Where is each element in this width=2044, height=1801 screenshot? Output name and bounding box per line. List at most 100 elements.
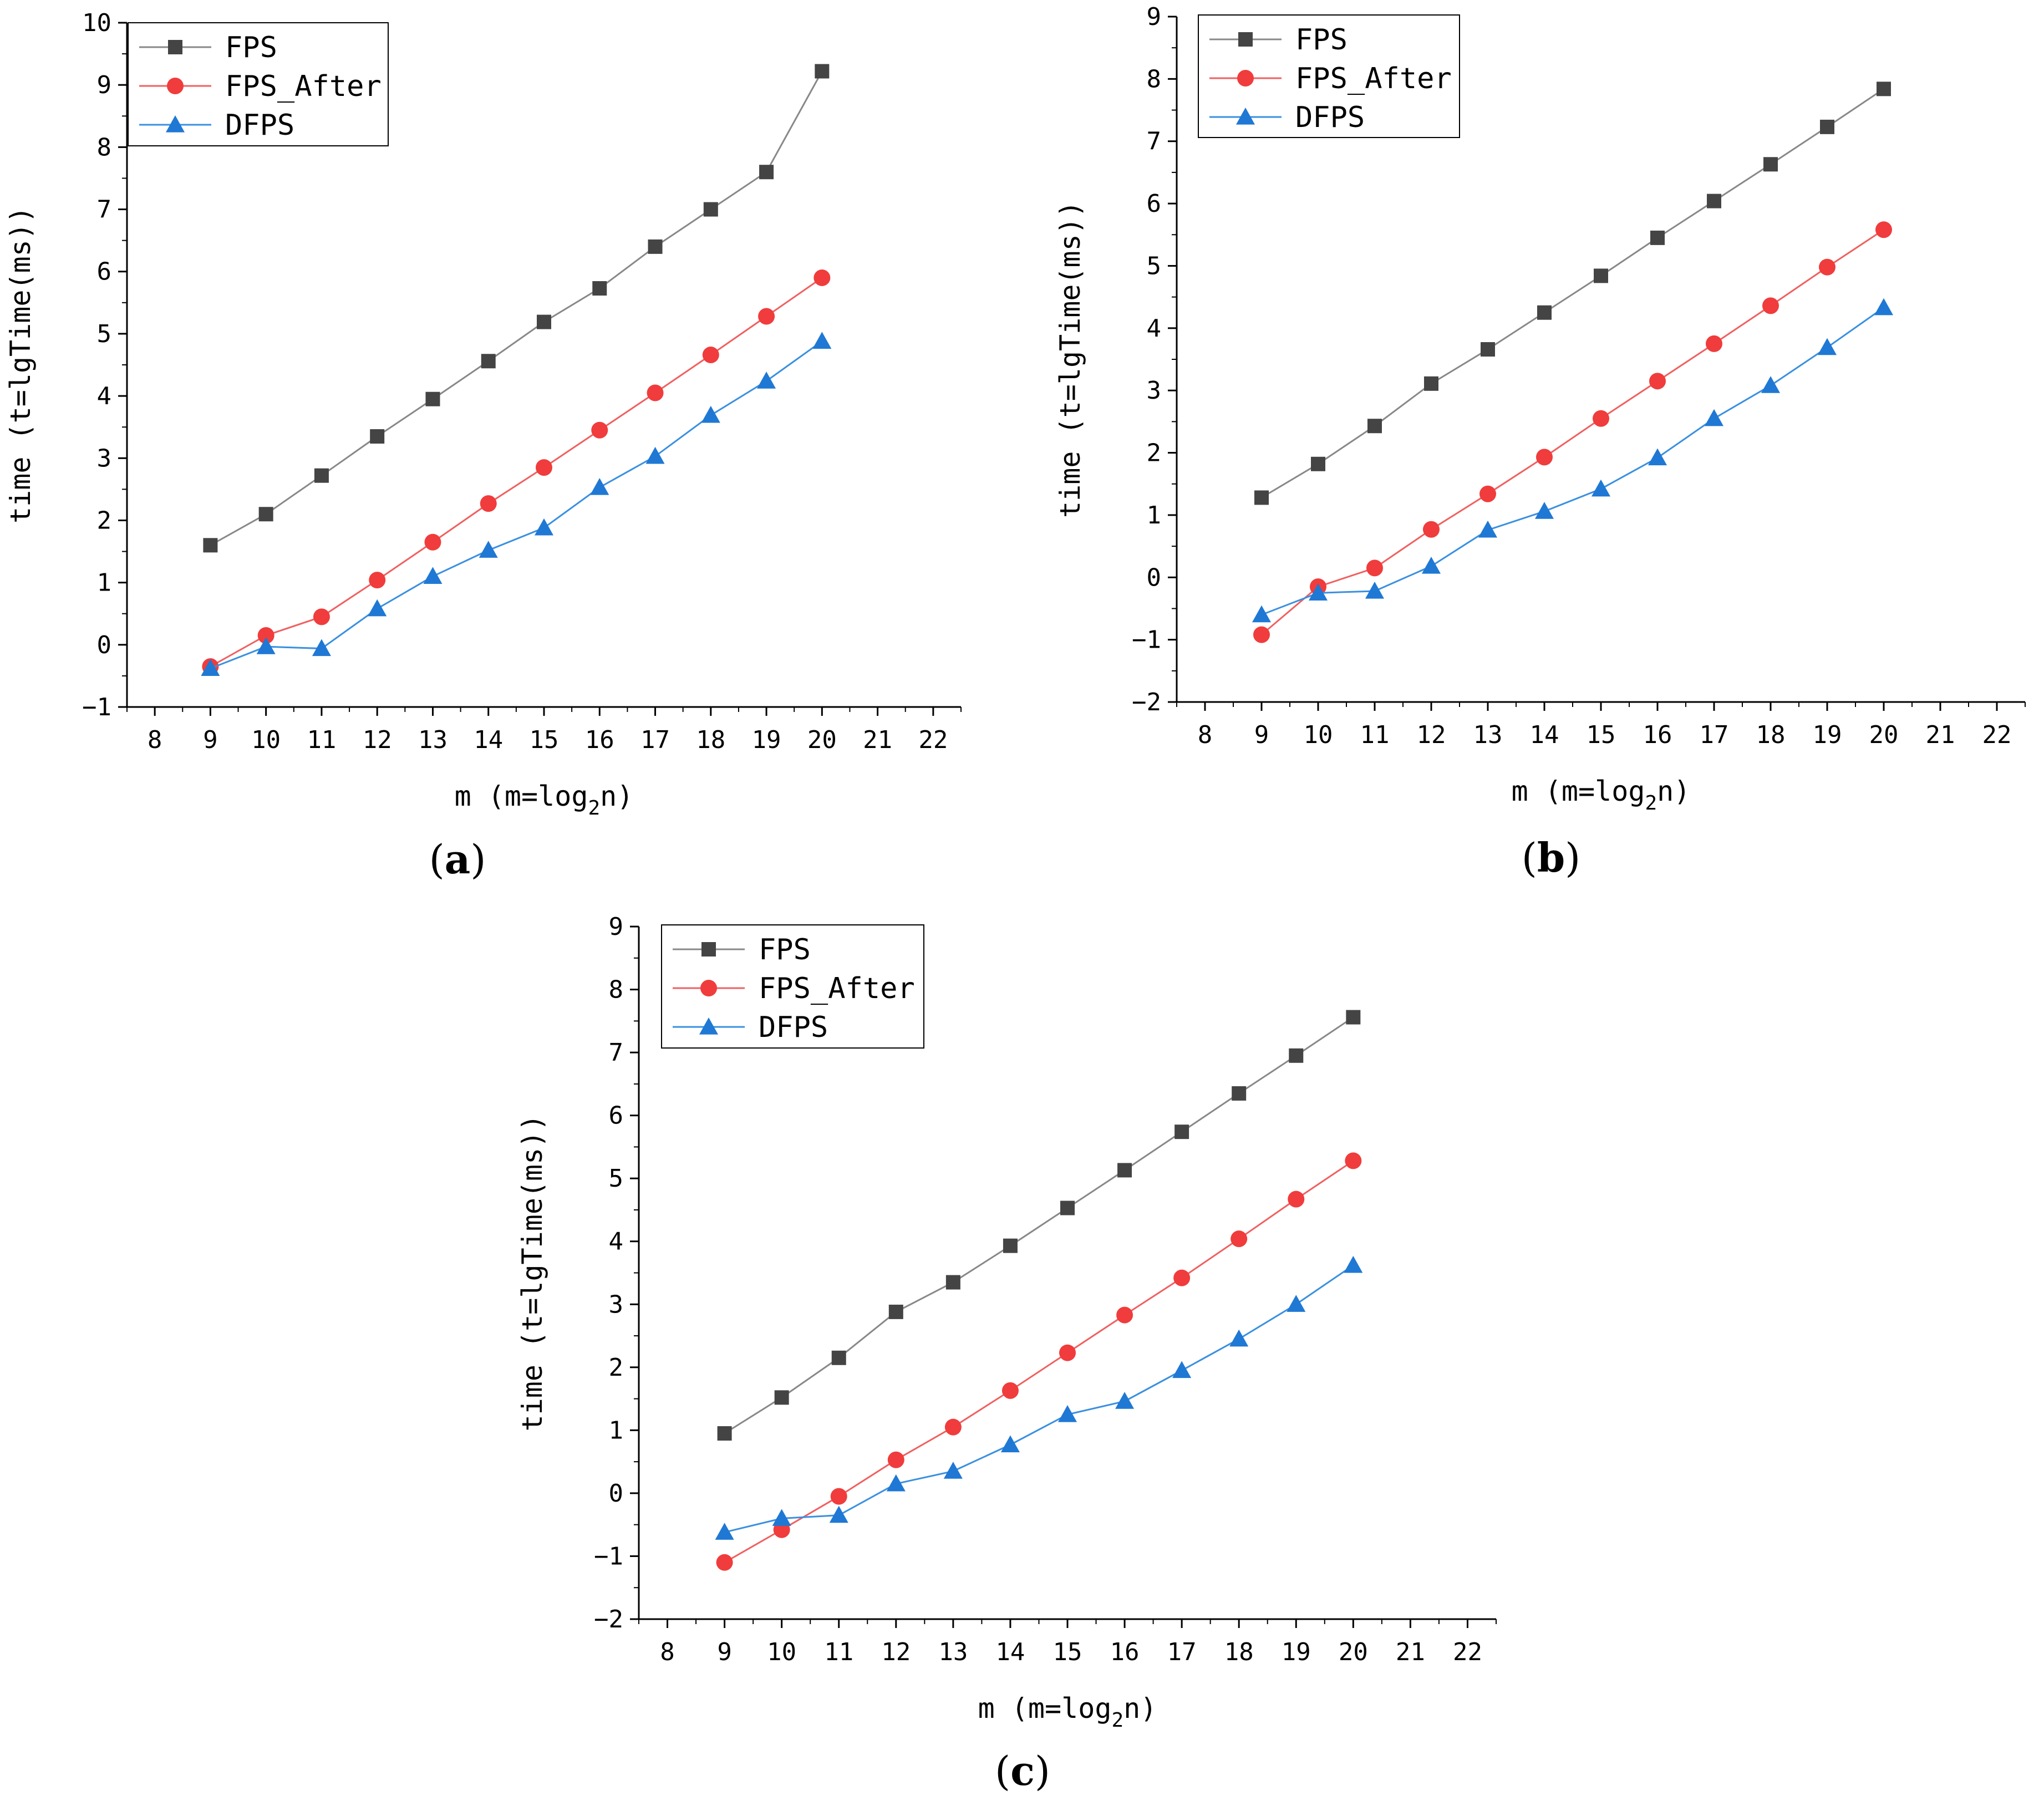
data-point — [1535, 502, 1554, 519]
panel-label-close: ) — [1035, 1748, 1050, 1794]
data-point — [1253, 626, 1270, 643]
data-point — [590, 477, 609, 495]
legend-label: FPS — [759, 933, 811, 966]
legend-item: FPS — [673, 933, 811, 966]
data-point — [1875, 221, 1892, 238]
data-point — [1311, 456, 1325, 471]
legend: FPS FPS_After DFPS — [661, 924, 924, 1049]
data-point — [715, 1523, 734, 1540]
panel-label-letter: a — [445, 836, 471, 883]
x-tick-label: 10 — [1304, 721, 1333, 749]
panel-label-letter: b — [1537, 834, 1565, 881]
x-axis-title: m (m=log2n) — [978, 1692, 1157, 1732]
data-point — [203, 538, 218, 553]
legend: FPS FPS_After DFPS — [128, 22, 389, 146]
x-tick-label: 12 — [881, 1638, 911, 1666]
data-point — [1115, 1392, 1135, 1409]
x-tick-label: 9 — [203, 726, 218, 754]
series-line — [210, 340, 823, 669]
series-fps-after — [202, 269, 831, 675]
data-point — [1422, 557, 1441, 574]
legend-item: FPS_After — [1209, 62, 1452, 95]
data-point — [1877, 82, 1891, 96]
y-tick-label: 1 — [1147, 501, 1162, 530]
y-tick-label: −1 — [1132, 626, 1161, 654]
data-point — [703, 202, 718, 217]
data-point — [314, 468, 329, 483]
x-tick-label: 12 — [1417, 721, 1446, 749]
data-point — [1003, 1238, 1018, 1253]
data-point — [1288, 1191, 1305, 1208]
data-point — [887, 1451, 904, 1468]
x-axis-title-subscript: 2 — [1111, 1709, 1123, 1732]
data-point — [1650, 230, 1665, 245]
series-fps — [1254, 82, 1891, 505]
series-dfps — [715, 1255, 1363, 1540]
series-line — [724, 1160, 1354, 1564]
legend-label: DFPS — [1295, 101, 1365, 134]
data-point — [888, 1304, 903, 1319]
legend-marker — [168, 40, 182, 54]
legend-marker — [166, 115, 185, 133]
x-tick-label: 22 — [918, 726, 948, 754]
data-point — [1874, 298, 1893, 316]
x-tick-label: 13 — [938, 1638, 968, 1666]
y-tick-label: 8 — [97, 133, 112, 161]
data-point — [480, 495, 497, 512]
data-point — [812, 332, 832, 349]
data-point — [830, 1488, 847, 1505]
legend-item: FPS_After — [673, 972, 915, 1005]
data-point — [257, 627, 274, 644]
series-line — [210, 277, 823, 668]
y-tick-label: 7 — [97, 196, 112, 224]
y-tick-label: 0 — [609, 1479, 624, 1508]
data-point — [647, 384, 664, 401]
data-point — [424, 533, 441, 551]
legend-marker — [1238, 32, 1253, 47]
legend-label: DFPS — [225, 109, 294, 142]
y-tick-label: −1 — [594, 1542, 623, 1570]
data-point — [1289, 1048, 1304, 1063]
y-tick-label: 7 — [1147, 128, 1162, 156]
series-line — [1261, 307, 1884, 616]
data-point — [1424, 376, 1438, 391]
data-point — [717, 1426, 732, 1441]
y-tick-label: 9 — [1147, 3, 1162, 31]
y-tick-label: 5 — [97, 320, 112, 348]
data-point — [1059, 1344, 1076, 1361]
y-tick-label: 10 — [82, 9, 111, 37]
data-point — [1060, 1200, 1075, 1215]
x-tick-label: 10 — [767, 1638, 796, 1666]
y-tick-label: 8 — [1147, 65, 1162, 93]
y-tick-label: 5 — [1147, 252, 1162, 280]
y-tick-label: 0 — [97, 631, 112, 659]
legend-marker — [699, 1017, 718, 1035]
x-tick-label: 9 — [1254, 721, 1269, 749]
x-tick-label: 10 — [251, 726, 281, 754]
x-axis-title-subscript: 2 — [1645, 792, 1657, 815]
data-point — [1594, 268, 1608, 283]
series-fps-after — [716, 1152, 1362, 1571]
data-point — [1232, 1086, 1247, 1101]
y-tick-label: 4 — [97, 382, 112, 410]
x-tick-label: 21 — [863, 726, 892, 754]
data-point — [701, 405, 720, 423]
y-tick-label: 6 — [97, 258, 112, 286]
x-tick-label: 14 — [474, 726, 503, 754]
x-axis-title-suffix: n) — [600, 780, 633, 812]
data-point — [1763, 157, 1778, 172]
data-point — [1818, 338, 1837, 355]
y-tick-label: 4 — [609, 1228, 624, 1256]
x-axis-title: m (m=log2n) — [1512, 775, 1691, 815]
x-tick-label: 14 — [1530, 721, 1559, 749]
series-line — [210, 70, 823, 546]
legend-label: FPS — [225, 31, 277, 64]
data-point — [1173, 1269, 1191, 1286]
data-point — [1254, 490, 1269, 505]
panel-label: (b) — [1522, 834, 1581, 881]
data-point — [256, 637, 276, 654]
y-tick-label: 7 — [609, 1039, 624, 1067]
y-axis-title: time (t=lgTime(ms)) — [4, 206, 37, 523]
x-axis-title-prefix: m (m=log — [1512, 775, 1645, 807]
